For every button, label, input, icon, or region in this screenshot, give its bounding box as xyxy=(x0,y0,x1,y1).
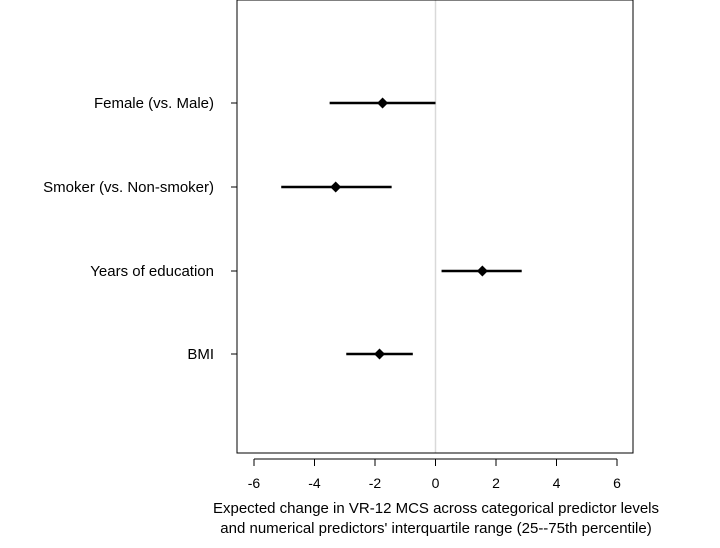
category-label: Years of education xyxy=(90,263,214,280)
estimates-layer xyxy=(281,97,522,360)
x-axis: -6 -4 -2 0 2 4 6 xyxy=(248,458,621,491)
x-tick-label: 6 xyxy=(613,475,621,491)
x-tick-label: 2 xyxy=(492,475,500,491)
category-label: BMI xyxy=(187,346,214,363)
plot-frame xyxy=(236,0,634,454)
x-tick-label: -6 xyxy=(248,475,261,491)
x-axis-label: Expected change in VR-12 MCS across cate… xyxy=(213,500,659,537)
x-tick-label: 0 xyxy=(432,475,440,491)
x-axis-label-line: Expected change in VR-12 MCS across cate… xyxy=(213,500,659,517)
x-tick-label: -4 xyxy=(308,475,321,491)
y-axis-categories: Female (vs. Male) Smoker (vs. Non-smoker)… xyxy=(43,95,237,363)
x-tick-label: 4 xyxy=(553,475,561,491)
point-estimate xyxy=(476,265,488,277)
point-estimate xyxy=(374,348,386,360)
point-estimate xyxy=(377,97,389,109)
point-estimate xyxy=(330,181,342,193)
category-label: Smoker (vs. Non-smoker) xyxy=(43,179,214,196)
x-axis-label-line: and numerical predictors' interquartile … xyxy=(220,520,651,537)
category-label: Female (vs. Male) xyxy=(94,95,214,112)
x-tick-label: -2 xyxy=(369,475,382,491)
